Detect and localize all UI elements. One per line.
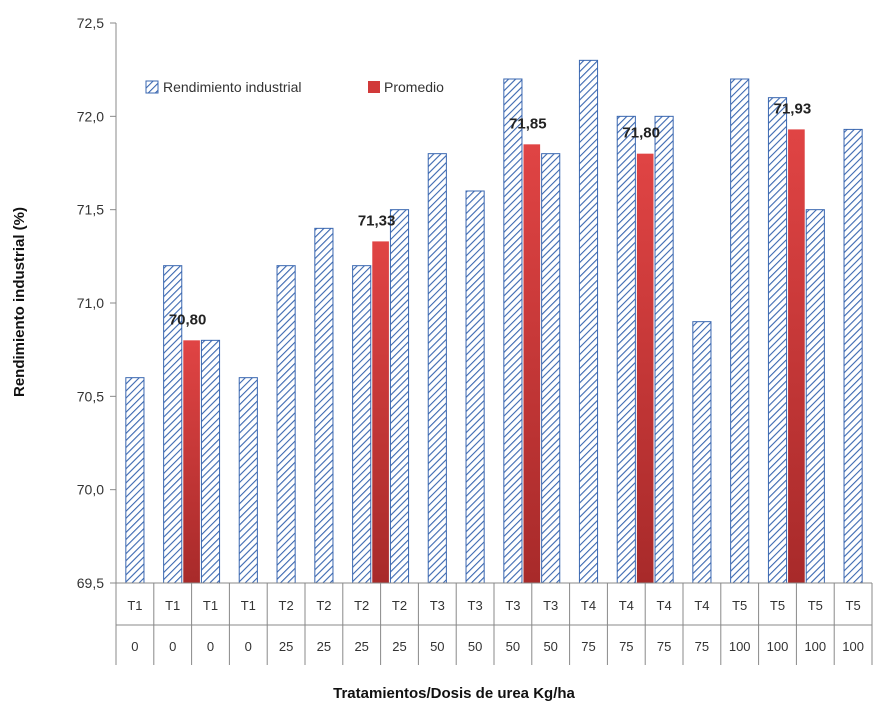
bars	[126, 60, 862, 583]
y-tick-label: 70,0	[77, 482, 104, 498]
data-labels: 70,80 71,33 71,85 71,80 71,93	[169, 100, 811, 328]
bar-rendimiento	[579, 60, 597, 583]
x-tick-label-dose: 100	[729, 639, 751, 654]
x-axis: T1 0 T1 0 T1 0 T1 0 T2 25 T2 25 T2 25 T2 25 T3 50 T3 50 T3 50…	[116, 583, 872, 665]
bar-promedio	[183, 340, 200, 583]
bar-rendimiento	[428, 154, 446, 583]
x-tick-label-dose: 75	[581, 639, 595, 654]
bar-rendimiento	[390, 210, 408, 583]
legend-label-promedio: Promedio	[384, 79, 444, 95]
x-tick-label-dose: 0	[207, 639, 214, 654]
bar-rendimiento	[277, 266, 295, 583]
x-tick-label-treatment: T3	[505, 598, 520, 613]
x-tick-label-dose: 50	[468, 639, 482, 654]
y-tick-label: 72,0	[77, 108, 104, 124]
x-tick-label-treatment: T3	[430, 598, 445, 613]
x-tick-label-dose: 0	[131, 639, 138, 654]
bar-rendimiento	[655, 116, 673, 583]
x-tick-label-dose: 50	[543, 639, 557, 654]
y-axis: 69,5 70,0 70,5 71,0 71,5 72,0 72,5	[77, 15, 116, 591]
bar-rendimiento	[504, 79, 522, 583]
x-tick-label-dose: 100	[842, 639, 864, 654]
bar-rendimiento	[844, 129, 862, 583]
bar-promedio	[372, 241, 389, 583]
x-tick-label-dose: 25	[279, 639, 293, 654]
x-tick-label-treatment: T5	[732, 598, 747, 613]
bar-rendimiento	[315, 228, 333, 583]
bar-rendimiento	[768, 98, 786, 583]
legend: Rendimiento industrial Promedio	[146, 79, 444, 95]
legend-swatch-rendimiento	[146, 81, 158, 93]
x-tick-label-treatment: T3	[468, 598, 483, 613]
bar-promedio	[523, 144, 540, 583]
bar-rendimiento	[353, 266, 371, 583]
bar-promedio	[788, 129, 805, 583]
bar-rendimiento	[201, 340, 219, 583]
bar-rendimiento	[466, 191, 484, 583]
bar-promedio	[637, 154, 654, 583]
x-tick-label-dose: 75	[619, 639, 633, 654]
y-tick-label: 70,5	[77, 388, 104, 404]
data-label-promedio: 70,80	[169, 311, 207, 328]
x-axis-title: Tratamientos/Dosis de urea Kg/ha	[333, 685, 575, 702]
bar-rendimiento	[617, 116, 635, 583]
bar-rendimiento	[542, 154, 560, 583]
x-tick-label-dose: 100	[767, 639, 789, 654]
x-tick-label-treatment: T2	[354, 598, 369, 613]
x-tick-label-treatment: T4	[694, 598, 709, 613]
x-tick-label-treatment: T1	[203, 598, 218, 613]
x-tick-label-dose: 25	[317, 639, 331, 654]
data-label-promedio: 71,85	[509, 115, 547, 132]
y-axis-title: Rendimiento industrial (%)	[11, 207, 28, 397]
data-label-promedio: 71,80	[622, 125, 660, 142]
x-tick-label-dose: 0	[245, 639, 252, 654]
x-tick-label-treatment: T2	[279, 598, 294, 613]
bar-rendimiento	[126, 378, 144, 583]
x-tick-label-treatment: T1	[127, 598, 142, 613]
data-label-promedio: 71,93	[774, 100, 812, 117]
x-tick-label-treatment: T1	[241, 598, 256, 613]
y-tick-label: 72,5	[77, 15, 104, 31]
x-tick-label-dose: 25	[392, 639, 406, 654]
y-tick-label: 71,5	[77, 202, 104, 218]
bar-rendimiento	[239, 378, 257, 583]
y-tick-label: 69,5	[77, 575, 104, 591]
x-tick-label-dose: 50	[506, 639, 520, 654]
legend-label-rendimiento: Rendimiento industrial	[163, 79, 302, 95]
x-tick-label-dose: 100	[804, 639, 826, 654]
x-tick-label-dose: 75	[657, 639, 671, 654]
x-tick-label-dose: 50	[430, 639, 444, 654]
x-tick-label-treatment: T2	[316, 598, 331, 613]
x-tick-label-treatment: T4	[581, 598, 596, 613]
bar-rendimiento	[693, 322, 711, 583]
data-label-promedio: 71,33	[358, 212, 396, 229]
x-tick-label-treatment: T3	[543, 598, 558, 613]
bar-rendimiento	[731, 79, 749, 583]
x-tick-label-treatment: T4	[657, 598, 672, 613]
bar-rendimiento	[806, 210, 824, 583]
legend-swatch-promedio	[368, 81, 380, 93]
x-tick-label-treatment: T5	[846, 598, 861, 613]
y-tick-label: 71,0	[77, 295, 104, 311]
x-tick-label-treatment: T5	[808, 598, 823, 613]
x-tick-label-dose: 75	[695, 639, 709, 654]
x-tick-label-treatment: T5	[770, 598, 785, 613]
x-tick-label-dose: 25	[354, 639, 368, 654]
x-tick-label-treatment: T4	[619, 598, 634, 613]
x-tick-label-treatment: T1	[165, 598, 180, 613]
x-tick-label-dose: 0	[169, 639, 176, 654]
x-tick-label-treatment: T2	[392, 598, 407, 613]
